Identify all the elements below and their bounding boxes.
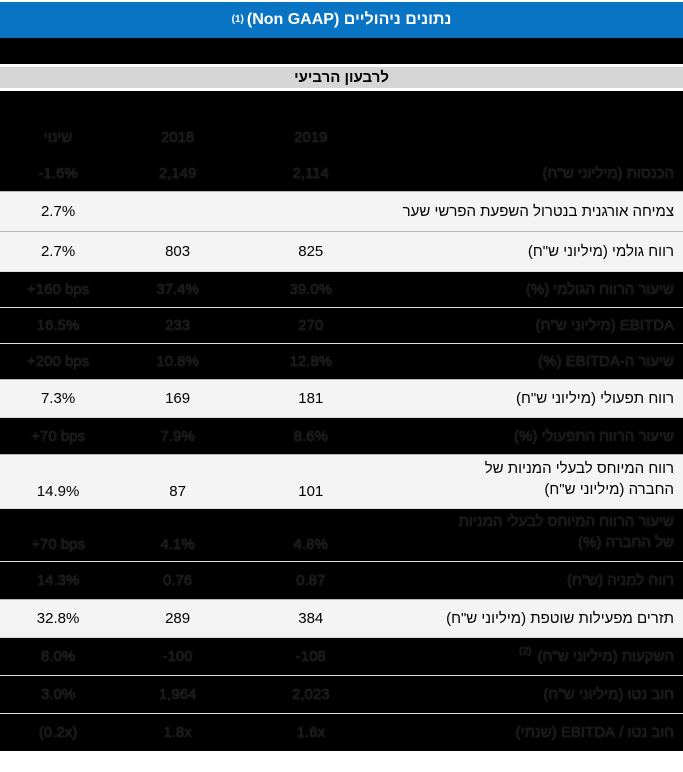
value-2019: 0.87 bbox=[296, 572, 326, 589]
value-2019: 181 bbox=[298, 390, 324, 407]
row-label: רווח המיוחס לבעלי המניות של החברה (מיליו… bbox=[382, 456, 683, 502]
table-row-revenue: הכנסות (מיליוני ש"ח) 2,114 2,149 -1.6% bbox=[0, 155, 683, 191]
row-label: צמיחה אורגנית בנטרול השפעת הפרשי שער bbox=[402, 203, 674, 220]
column-header-change: שינוי bbox=[43, 128, 73, 146]
row-label: שיעור הרווח התפעולי (%) bbox=[514, 427, 674, 445]
value-2018: -100 bbox=[162, 648, 193, 665]
value-change: +160 bps bbox=[27, 281, 90, 298]
value-change: -1.6% bbox=[38, 164, 78, 182]
value-change: +200 bps bbox=[27, 353, 90, 370]
value-2018: 4.1% bbox=[160, 536, 195, 553]
table-row-gross-profit: רווח גולמי (מיליוני ש"ח) 825 803 2.7% bbox=[0, 231, 683, 271]
value-2018: 289 bbox=[165, 610, 191, 627]
value-2019: 101 bbox=[298, 483, 324, 500]
section-header: לרבעון הרביעי bbox=[294, 69, 389, 86]
value-change: 3.0% bbox=[40, 686, 76, 703]
value-2018: 1.8x bbox=[163, 724, 192, 741]
value-2018: 87 bbox=[169, 483, 186, 500]
value-2018: 0.76 bbox=[162, 572, 193, 589]
value-2019: 39.0% bbox=[289, 281, 333, 298]
table-row-eps: רווח למניה (ש"ח) 0.87 0.76 14.3% bbox=[0, 561, 683, 599]
value-2018: 803 bbox=[165, 243, 191, 260]
value-2018: 10.8% bbox=[156, 353, 199, 370]
value-2018: 7.9% bbox=[160, 427, 195, 445]
value-change: 7.3% bbox=[40, 390, 76, 407]
value-change: 8.0% bbox=[40, 648, 76, 665]
value-change: 32.8% bbox=[36, 610, 80, 627]
table-row-organic-growth: צמיחה אורגנית בנטרול השפעת הפרשי שער 2.7… bbox=[0, 191, 683, 231]
row-label: חוב נטו / EBITDA (שנתי) bbox=[515, 724, 674, 741]
value-2019: 12.8% bbox=[289, 353, 333, 370]
divider bbox=[0, 64, 683, 67]
value-2019: 270 bbox=[298, 317, 324, 334]
row-label: שיעור הרווח הגולמי (%) bbox=[525, 281, 674, 298]
column-header-row: 2019 2018 שינוי bbox=[0, 119, 683, 155]
value-2019: 825 bbox=[298, 243, 324, 260]
row-label-line1: שיעור הרווח המיוחס לבעלי המניות bbox=[458, 513, 674, 530]
value-2019 bbox=[239, 210, 382, 214]
value-2018: 37.4% bbox=[156, 281, 199, 298]
value-2018: 1,964 bbox=[158, 686, 197, 703]
table-row-net-debt-to-ebitda: חוב נטו / EBITDA (שנתי) 1.6x 1.8x (0.2x) bbox=[0, 713, 683, 751]
value-2019: 1.6x bbox=[296, 724, 325, 741]
value-change: +70 bps bbox=[31, 427, 85, 445]
value-change: 14.9% bbox=[36, 483, 80, 500]
financial-table: 2019 2018 שינוי הכנסות (מיליוני ש"ח) 2,1… bbox=[0, 91, 683, 751]
row-label: השקעות (מיליוני ש"ח) (2) bbox=[382, 644, 683, 669]
row-label-line1: רווח המיוחס לבעלי המניות של bbox=[484, 460, 674, 477]
column-header-label bbox=[382, 135, 683, 139]
value-change: 14.3% bbox=[36, 572, 80, 589]
row-label: חוב נטו (מיליוני ש"ח) bbox=[543, 686, 674, 703]
row-label: רווח תפעולי (מיליוני ש"ח) bbox=[516, 390, 674, 407]
row-label: הכנסות (מיליוני ש"ח) bbox=[542, 164, 674, 182]
value-change: 16.5% bbox=[36, 317, 80, 334]
table-row-operating-profit: רווח תפעולי (מיליוני ש"ח) 181 169 7.3% bbox=[0, 379, 683, 417]
column-header-2018: 2018 bbox=[160, 128, 195, 146]
value-2018 bbox=[116, 210, 239, 214]
spacer-band-top bbox=[0, 38, 683, 64]
table-row-investments: השקעות (מיליוני ש"ח) (2) -108 -100 8.0% bbox=[0, 637, 683, 675]
table-row-net-income-margin: שיעור הרווח המיוחס לבעלי המניות של החברה… bbox=[0, 508, 683, 561]
divider bbox=[0, 88, 683, 91]
row-label-text: השקעות (מיליוני ש"ח) bbox=[537, 648, 674, 665]
table-row-ebitda: EBITDA (מיליוני ש"ח) 270 233 16.5% bbox=[0, 307, 683, 343]
value-2018: 233 bbox=[165, 317, 191, 334]
value-change: (0.2x) bbox=[38, 724, 78, 741]
table-row-net-debt: חוב נטו (מיליוני ש"ח) 2,023 1,964 3.0% bbox=[0, 675, 683, 713]
table-row-gross-margin: שיעור הרווח הגולמי (%) 39.0% 37.4% +160 … bbox=[0, 271, 683, 307]
row-label: רווח גולמי (מיליוני ש"ח) bbox=[527, 243, 674, 260]
row-label-line2: של החברה (%) bbox=[578, 534, 674, 551]
table-title: נתונים ניהוליים (Non GAAP) bbox=[246, 11, 452, 28]
row-label: שיעור ה-EBITDA (%) bbox=[538, 353, 674, 370]
value-2018: 2,149 bbox=[158, 164, 197, 182]
value-2019: 4.8% bbox=[293, 536, 328, 553]
value-change: +70 bps bbox=[31, 536, 85, 553]
empty-row bbox=[0, 91, 683, 119]
value-2019: -108 bbox=[295, 648, 326, 665]
table-title-band: נתונים ניהוליים (Non GAAP) (1) bbox=[0, 2, 683, 38]
row-label: רווח למניה (ש"ח) bbox=[566, 572, 674, 589]
value-change: 2.7% bbox=[40, 203, 76, 220]
value-change: 2.7% bbox=[40, 243, 76, 260]
value-2019: 2,023 bbox=[292, 686, 330, 703]
value-2018: 169 bbox=[165, 390, 191, 407]
footnote-marker: (2) bbox=[519, 646, 532, 657]
value-2019: 2,114 bbox=[292, 164, 329, 182]
value-2019: 8.6% bbox=[293, 427, 328, 445]
table-row-net-income: רווח המיוחס לבעלי המניות של החברה (מיליו… bbox=[0, 454, 683, 508]
row-label: שיעור הרווח המיוחס לבעלי המניות של החברה… bbox=[382, 509, 683, 555]
row-label-line2: החברה (מיליוני ש"ח) bbox=[544, 481, 674, 498]
table-row-operating-margin: שיעור הרווח התפעולי (%) 8.6% 7.9% +70 bp… bbox=[0, 417, 683, 454]
value-2019: 384 bbox=[298, 610, 324, 627]
row-label: EBITDA (מיליוני ש"ח) bbox=[535, 317, 674, 334]
table-row-ebitda-margin: שיעור ה-EBITDA (%) 12.8% 10.8% +200 bps bbox=[0, 343, 683, 379]
table-row-operating-cash-flow: תזרים מפעילות שוטפת (מיליוני ש"ח) 384 28… bbox=[0, 599, 683, 637]
column-header-2019: 2019 bbox=[294, 128, 328, 146]
title-footnote-marker: (1) bbox=[231, 13, 244, 25]
section-header-band: לרבעון הרביעי bbox=[0, 67, 683, 88]
row-label: תזרים מפעילות שוטפת (מיליוני ש"ח) bbox=[446, 610, 674, 627]
